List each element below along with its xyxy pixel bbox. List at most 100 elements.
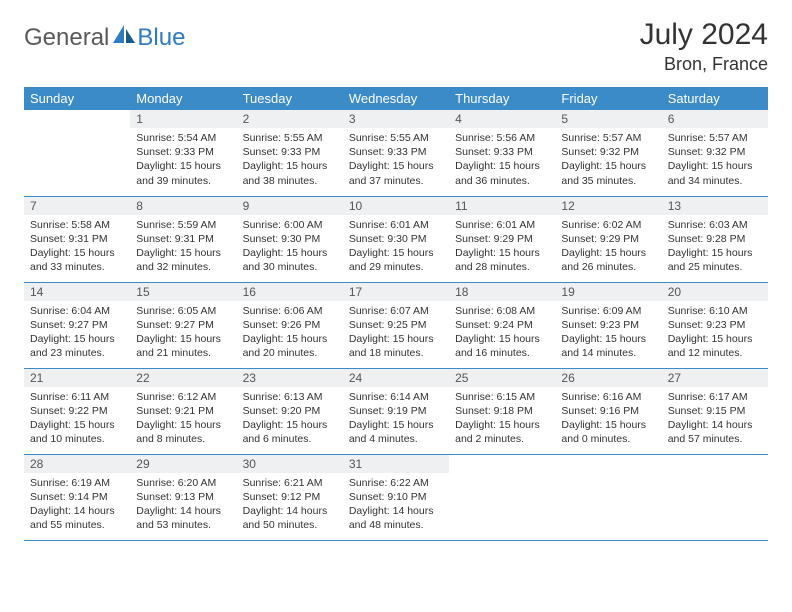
day-content: Sunrise: 6:22 AMSunset: 9:10 PMDaylight:… [343, 473, 449, 537]
day-content: Sunrise: 6:07 AMSunset: 9:25 PMDaylight:… [343, 301, 449, 365]
weekday-header: Tuesday [237, 87, 343, 110]
calendar-day-cell: 10Sunrise: 6:01 AMSunset: 9:30 PMDayligh… [343, 196, 449, 282]
calendar-day-cell: 22Sunrise: 6:12 AMSunset: 9:21 PMDayligh… [130, 368, 236, 454]
daylight-text: Daylight: 14 hours and 57 minutes. [668, 418, 762, 446]
sunrise-text: Sunrise: 5:59 AM [136, 218, 230, 232]
day-number: 25 [449, 369, 555, 387]
weekday-header: Monday [130, 87, 236, 110]
sunset-text: Sunset: 9:29 PM [561, 232, 655, 246]
daylight-text: Daylight: 14 hours and 55 minutes. [30, 504, 124, 532]
sunrise-text: Sunrise: 6:09 AM [561, 304, 655, 318]
calendar-week-row: 1Sunrise: 5:54 AMSunset: 9:33 PMDaylight… [24, 110, 768, 196]
daylight-text: Daylight: 15 hours and 25 minutes. [668, 246, 762, 274]
sunset-text: Sunset: 9:19 PM [349, 404, 443, 418]
title-block: July 2024 Bron, France [640, 18, 768, 75]
daylight-text: Daylight: 15 hours and 26 minutes. [561, 246, 655, 274]
calendar-day-cell: 2Sunrise: 5:55 AMSunset: 9:33 PMDaylight… [237, 110, 343, 196]
day-number: 21 [24, 369, 130, 387]
daylight-text: Daylight: 15 hours and 0 minutes. [561, 418, 655, 446]
calendar-day-cell: 20Sunrise: 6:10 AMSunset: 9:23 PMDayligh… [662, 282, 768, 368]
day-number: 22 [130, 369, 236, 387]
daylight-text: Daylight: 15 hours and 36 minutes. [455, 159, 549, 187]
day-number: 13 [662, 197, 768, 215]
day-content: Sunrise: 6:14 AMSunset: 9:19 PMDaylight:… [343, 387, 449, 451]
day-content: Sunrise: 6:01 AMSunset: 9:30 PMDaylight:… [343, 215, 449, 279]
day-number: 20 [662, 283, 768, 301]
calendar-day-cell: 19Sunrise: 6:09 AMSunset: 9:23 PMDayligh… [555, 282, 661, 368]
sunset-text: Sunset: 9:13 PM [136, 490, 230, 504]
sunrise-text: Sunrise: 6:16 AM [561, 390, 655, 404]
sunset-text: Sunset: 9:18 PM [455, 404, 549, 418]
sunset-text: Sunset: 9:22 PM [30, 404, 124, 418]
calendar-day-cell: 7Sunrise: 5:58 AMSunset: 9:31 PMDaylight… [24, 196, 130, 282]
calendar-day-cell: 24Sunrise: 6:14 AMSunset: 9:19 PMDayligh… [343, 368, 449, 454]
sunset-text: Sunset: 9:23 PM [668, 318, 762, 332]
sunset-text: Sunset: 9:14 PM [30, 490, 124, 504]
day-content: Sunrise: 6:20 AMSunset: 9:13 PMDaylight:… [130, 473, 236, 537]
sunset-text: Sunset: 9:26 PM [243, 318, 337, 332]
sunset-text: Sunset: 9:30 PM [349, 232, 443, 246]
calendar-day-cell: 29Sunrise: 6:20 AMSunset: 9:13 PMDayligh… [130, 454, 236, 540]
sunset-text: Sunset: 9:31 PM [136, 232, 230, 246]
daylight-text: Daylight: 15 hours and 21 minutes. [136, 332, 230, 360]
day-content: Sunrise: 5:55 AMSunset: 9:33 PMDaylight:… [343, 128, 449, 192]
day-content: Sunrise: 6:00 AMSunset: 9:30 PMDaylight:… [237, 215, 343, 279]
calendar-day-cell: 5Sunrise: 5:57 AMSunset: 9:32 PMDaylight… [555, 110, 661, 196]
daylight-text: Daylight: 15 hours and 29 minutes. [349, 246, 443, 274]
sunrise-text: Sunrise: 6:06 AM [243, 304, 337, 318]
sunset-text: Sunset: 9:16 PM [561, 404, 655, 418]
day-number: 3 [343, 110, 449, 128]
sunrise-text: Sunrise: 6:04 AM [30, 304, 124, 318]
day-content: Sunrise: 6:02 AMSunset: 9:29 PMDaylight:… [555, 215, 661, 279]
day-number: 2 [237, 110, 343, 128]
calendar-day-cell: 11Sunrise: 6:01 AMSunset: 9:29 PMDayligh… [449, 196, 555, 282]
calendar-week-row: 7Sunrise: 5:58 AMSunset: 9:31 PMDaylight… [24, 196, 768, 282]
day-number: 27 [662, 369, 768, 387]
calendar-header-row: SundayMondayTuesdayWednesdayThursdayFrid… [24, 87, 768, 110]
calendar-day-cell: 6Sunrise: 5:57 AMSunset: 9:32 PMDaylight… [662, 110, 768, 196]
day-content: Sunrise: 6:12 AMSunset: 9:21 PMDaylight:… [130, 387, 236, 451]
calendar-day-cell: 8Sunrise: 5:59 AMSunset: 9:31 PMDaylight… [130, 196, 236, 282]
daylight-text: Daylight: 15 hours and 12 minutes. [668, 332, 762, 360]
calendar-day-cell: 27Sunrise: 6:17 AMSunset: 9:15 PMDayligh… [662, 368, 768, 454]
sunrise-text: Sunrise: 6:01 AM [349, 218, 443, 232]
day-number: 6 [662, 110, 768, 128]
daylight-text: Daylight: 15 hours and 6 minutes. [243, 418, 337, 446]
calendar-day-cell: 3Sunrise: 5:55 AMSunset: 9:33 PMDaylight… [343, 110, 449, 196]
calendar-day-cell: 23Sunrise: 6:13 AMSunset: 9:20 PMDayligh… [237, 368, 343, 454]
calendar-body: 1Sunrise: 5:54 AMSunset: 9:33 PMDaylight… [24, 110, 768, 540]
daylight-text: Daylight: 15 hours and 33 minutes. [30, 246, 124, 274]
sunrise-text: Sunrise: 6:12 AM [136, 390, 230, 404]
calendar-day-cell: 15Sunrise: 6:05 AMSunset: 9:27 PMDayligh… [130, 282, 236, 368]
sunset-text: Sunset: 9:32 PM [561, 145, 655, 159]
brand-part2: Blue [137, 24, 185, 52]
day-number: 19 [555, 283, 661, 301]
brand-part1: General [24, 24, 109, 52]
sunset-text: Sunset: 9:33 PM [243, 145, 337, 159]
day-content: Sunrise: 5:57 AMSunset: 9:32 PMDaylight:… [555, 128, 661, 192]
sunrise-text: Sunrise: 6:01 AM [455, 218, 549, 232]
day-number: 30 [237, 455, 343, 473]
sunset-text: Sunset: 9:25 PM [349, 318, 443, 332]
calendar-day-cell: 21Sunrise: 6:11 AMSunset: 9:22 PMDayligh… [24, 368, 130, 454]
weekday-header: Thursday [449, 87, 555, 110]
day-number: 23 [237, 369, 343, 387]
daylight-text: Daylight: 14 hours and 48 minutes. [349, 504, 443, 532]
location-text: Bron, France [640, 54, 768, 75]
day-content: Sunrise: 6:08 AMSunset: 9:24 PMDaylight:… [449, 301, 555, 365]
daylight-text: Daylight: 15 hours and 37 minutes. [349, 159, 443, 187]
day-number: 7 [24, 197, 130, 215]
day-number: 5 [555, 110, 661, 128]
sunset-text: Sunset: 9:33 PM [136, 145, 230, 159]
day-content: Sunrise: 6:06 AMSunset: 9:26 PMDaylight:… [237, 301, 343, 365]
day-content: Sunrise: 6:15 AMSunset: 9:18 PMDaylight:… [449, 387, 555, 451]
sail-icon [113, 25, 135, 43]
daylight-text: Daylight: 15 hours and 38 minutes. [243, 159, 337, 187]
calendar-day-cell: 14Sunrise: 6:04 AMSunset: 9:27 PMDayligh… [24, 282, 130, 368]
day-number: 18 [449, 283, 555, 301]
weekday-header: Wednesday [343, 87, 449, 110]
calendar-day-cell: 26Sunrise: 6:16 AMSunset: 9:16 PMDayligh… [555, 368, 661, 454]
sunrise-text: Sunrise: 6:14 AM [349, 390, 443, 404]
day-content: Sunrise: 5:54 AMSunset: 9:33 PMDaylight:… [130, 128, 236, 192]
calendar-day-cell: 31Sunrise: 6:22 AMSunset: 9:10 PMDayligh… [343, 454, 449, 540]
